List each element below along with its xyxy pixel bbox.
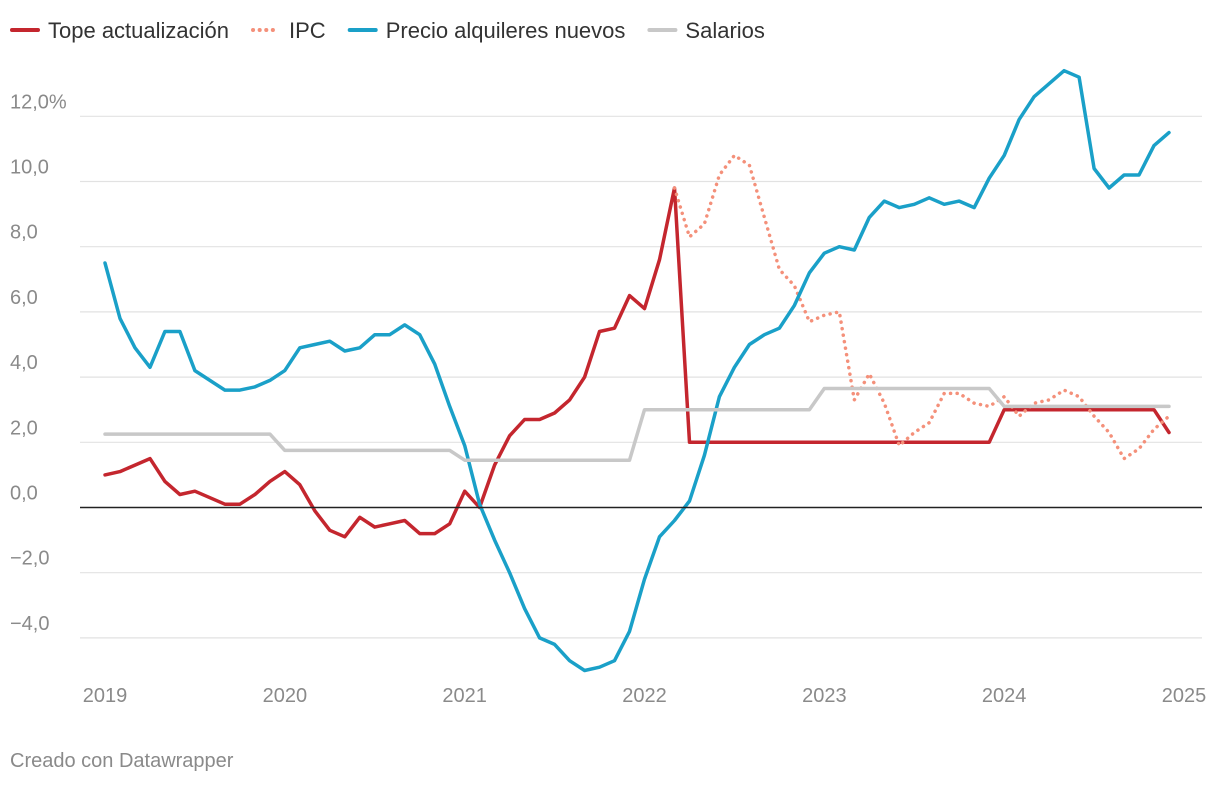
x-tick-label: 2020 bbox=[263, 685, 308, 707]
y-axis-tick-labels: 12,0% 10,0 8,0 6,0 4,0 2,0 0,0 −2,0 −4,0 bbox=[10, 91, 67, 635]
y-tick-label: −4,0 bbox=[10, 613, 49, 635]
legend-label-ipc: IPC bbox=[289, 18, 326, 43]
series-line-salarios bbox=[103, 386, 1171, 462]
gridlines bbox=[80, 115, 1202, 639]
y-tick-label: 2,0 bbox=[10, 417, 38, 439]
legend-label-tope-actualizacion: Tope actualización bbox=[48, 18, 229, 43]
series-lines bbox=[103, 68, 1171, 673]
legend: Tope actualización IPC Precio alquileres n… bbox=[10, 18, 765, 43]
x-axis-tick-labels: 2019 2020 2021 2022 2023 2024 2025 bbox=[83, 685, 1207, 707]
x-tick-label: 2023 bbox=[802, 685, 847, 707]
x-tick-label: 2022 bbox=[622, 685, 667, 707]
legend-label-precio-alquileres-nuevos: Precio alquileres nuevos bbox=[386, 18, 626, 43]
y-tick-label: 4,0 bbox=[10, 352, 38, 374]
series-line-tope-actualizacion bbox=[103, 186, 1171, 539]
x-tick-label: 2025 bbox=[1162, 685, 1207, 707]
y-tick-label: 6,0 bbox=[10, 287, 38, 309]
credit-text: Creado con Datawrapper bbox=[10, 750, 234, 772]
x-tick-label: 2019 bbox=[83, 685, 128, 707]
y-tick-label: −2,0 bbox=[10, 548, 49, 570]
x-tick-label: 2024 bbox=[982, 685, 1027, 707]
y-tick-label: 0,0 bbox=[10, 483, 38, 505]
x-tick-label: 2021 bbox=[442, 685, 487, 707]
legend-label-salarios: Salarios bbox=[685, 18, 764, 43]
y-tick-label: 12,0% bbox=[10, 91, 67, 113]
series-line-precio-alquileres-nuevos bbox=[103, 68, 1171, 673]
y-tick-label: 8,0 bbox=[10, 222, 38, 244]
y-tick-label: 10,0 bbox=[10, 157, 49, 179]
